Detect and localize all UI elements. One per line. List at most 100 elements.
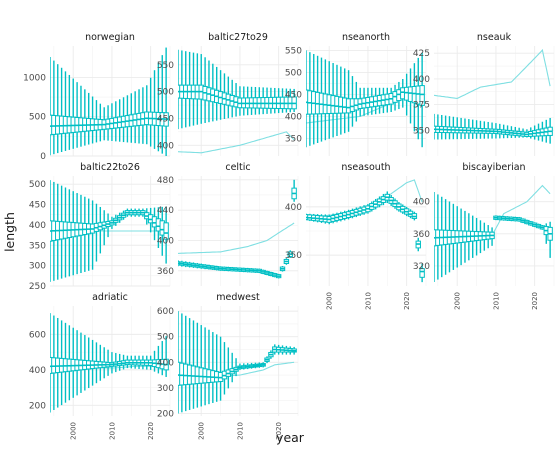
box-2021 <box>151 70 158 149</box>
y-tick-label: 500 <box>157 88 174 98</box>
facet-title: celtic <box>225 162 250 173</box>
box-1998 <box>446 116 453 140</box>
y-tick-label: 360 <box>413 230 430 240</box>
facet-panel-norwegian: norwegian 0 500 1000 <box>23 32 171 162</box>
data-layer <box>306 50 425 148</box>
x-tick-label: 2010 <box>236 422 244 440</box>
box-2023 <box>415 57 421 140</box>
box-1995 <box>51 60 57 155</box>
facet-title: norwegian <box>85 32 135 43</box>
box-2019 <box>144 85 150 145</box>
series-line <box>434 48 551 99</box>
x-tick-label: 2020 <box>531 292 539 310</box>
box-2009 <box>233 358 239 377</box>
box-2021 <box>279 266 286 272</box>
box-2012 <box>116 212 123 223</box>
y-tick-label: 600 <box>157 307 174 317</box>
box-2004 <box>214 334 220 402</box>
y-tick-label: 480 <box>157 176 174 186</box>
box-2007 <box>97 206 104 254</box>
y-tick-label: 350 <box>29 241 46 251</box>
box-2022 <box>411 211 418 221</box>
box-2023 <box>159 341 165 376</box>
box-2024 <box>419 263 425 283</box>
facet-panel-baltic27to29: baltic27to29 400 450 500 550 <box>157 32 299 156</box>
box-1997 <box>314 214 321 223</box>
box-2023 <box>287 250 293 258</box>
y-tick-label: 350 <box>285 251 302 261</box>
box-2016 <box>132 91 138 144</box>
box-2016 <box>516 216 522 222</box>
box-2019 <box>272 87 278 114</box>
box-2013 <box>120 210 127 220</box>
y-tick-label: 350 <box>413 126 430 136</box>
box-2002 <box>206 329 212 405</box>
box-2011 <box>113 214 119 226</box>
y-tick-label: 400 <box>29 221 46 231</box>
box <box>419 268 425 278</box>
box-1999 <box>322 59 329 141</box>
box-1999 <box>66 189 73 277</box>
box-2009 <box>489 227 495 246</box>
facet-title: nseanorth <box>342 32 390 43</box>
facet-panel-celtic: celtic 360 400 440 480 <box>157 162 299 286</box>
facet-title: biscayiberian <box>462 162 525 173</box>
facet-panel-adriatic: adriatic 200 400 600 2000 2010 2020 <box>29 292 171 440</box>
y-tick-label: 250 <box>29 282 46 292</box>
facet-panel-medwest: medwest 200 300 400 500 600 2000 2010 2020 <box>157 292 299 440</box>
box-2023 <box>159 55 165 154</box>
box-2023 <box>543 223 549 244</box>
y-tick-label: 0 <box>40 152 46 162</box>
y-tick-label: 375 <box>413 101 430 111</box>
box-2008 <box>485 121 491 139</box>
box-2012 <box>244 86 251 116</box>
box <box>419 85 425 106</box>
box-2021 <box>535 123 542 141</box>
data-layer <box>50 313 169 413</box>
box-2014 <box>124 95 131 143</box>
y-tick-label: 200 <box>157 409 174 419</box>
box-2008 <box>101 210 107 246</box>
facet-title: nseasouth <box>341 162 390 173</box>
box-2016 <box>260 362 266 368</box>
y-tick-label: 300 <box>29 262 46 272</box>
box-2002 <box>334 212 340 223</box>
facet-panel-nseauk: nseauk 350 375 400 425 <box>413 32 555 156</box>
box-2005 <box>345 70 352 132</box>
data-layer <box>434 48 553 144</box>
box-2000 <box>454 117 460 140</box>
box-2024 <box>547 117 553 144</box>
x-tick-label: 2010 <box>492 292 500 310</box>
box-2005 <box>89 96 96 144</box>
y-tick-label: 500 <box>29 113 46 123</box>
box-2003 <box>82 196 88 272</box>
box-2024 <box>547 221 553 258</box>
y-tick-label: 400 <box>157 141 174 151</box>
box-2003 <box>338 66 344 135</box>
y-tick-label: 550 <box>285 46 302 56</box>
y-tick-label: 440 <box>157 206 174 216</box>
box-2020 <box>147 77 154 147</box>
y-tick-label: 400 <box>157 236 174 246</box>
x-tick-label: 2000 <box>198 422 206 440</box>
facet-panel-nseanorth: nseanorth 350 400 450 500 550 <box>285 32 427 156</box>
y-tick-label: 500 <box>285 68 302 78</box>
box-2006 <box>221 342 228 395</box>
box-2001 <box>74 82 80 148</box>
data-layer <box>178 311 297 414</box>
box-2010 <box>109 216 115 229</box>
x-tick-label: 2000 <box>326 292 334 310</box>
y-tick-label: 350 <box>285 134 302 144</box>
box-2003 <box>466 213 472 261</box>
x-tick-label: 2000 <box>454 292 462 310</box>
box-2024 <box>163 336 169 377</box>
y-tick-label: 400 <box>285 203 302 213</box>
box-2024 <box>419 52 425 148</box>
facet-title: medwest <box>216 292 260 303</box>
facet-title: adriatic <box>92 292 128 303</box>
box-2024 <box>163 206 169 264</box>
box-2018 <box>268 350 274 359</box>
box-1998 <box>446 201 453 273</box>
box-2001 <box>202 327 208 406</box>
y-tick-label: 400 <box>285 112 302 122</box>
